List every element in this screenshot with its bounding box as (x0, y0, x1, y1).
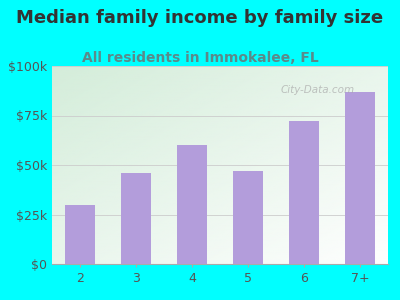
Bar (177, 145, 208, 264)
Bar (233, 171, 264, 264)
Bar (344, 92, 375, 264)
Bar (289, 122, 320, 264)
Text: City-Data.com: City-Data.com (280, 85, 355, 95)
Bar (64, 205, 96, 264)
Text: Median family income by family size: Median family income by family size (16, 9, 384, 27)
Bar (121, 173, 151, 264)
Text: All residents in Immokalee, FL: All residents in Immokalee, FL (82, 51, 318, 65)
